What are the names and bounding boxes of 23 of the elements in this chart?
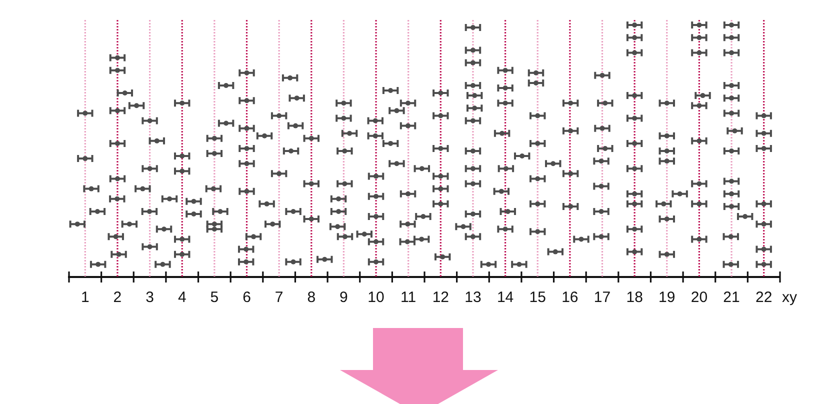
x-tick-label: 3 bbox=[146, 289, 154, 306]
x-tick-label: 5 bbox=[210, 289, 219, 306]
x-tick-label: 19 bbox=[658, 289, 676, 306]
x-tick-label: 22 bbox=[755, 289, 772, 306]
x-tick-label: 17 bbox=[594, 289, 611, 306]
x-tick-label: 20 bbox=[690, 289, 708, 306]
x-tick-label: 21 bbox=[723, 289, 740, 306]
x-tick-label: 9 bbox=[340, 289, 348, 306]
x-tick-label: 10 bbox=[368, 289, 384, 306]
x-axis-title: xy bbox=[782, 289, 798, 306]
x-tick-label: 13 bbox=[464, 289, 482, 306]
x-tick-label: 8 bbox=[307, 289, 316, 306]
x-tick-label: 7 bbox=[274, 289, 284, 306]
x-tick-label: 18 bbox=[626, 289, 643, 306]
x-tick-label: 15 bbox=[529, 289, 546, 306]
x-tick-label: 16 bbox=[562, 289, 578, 306]
x-tick-label: 14 bbox=[496, 289, 514, 306]
x-tick-label: 2 bbox=[113, 289, 122, 306]
x-tick-label: 4 bbox=[178, 289, 186, 306]
x-tick-label: 6 bbox=[242, 289, 251, 306]
x-tick-label: 11 bbox=[400, 289, 416, 306]
x-tick-label: 12 bbox=[432, 289, 450, 306]
x-tick-label: 1 bbox=[80, 289, 90, 306]
